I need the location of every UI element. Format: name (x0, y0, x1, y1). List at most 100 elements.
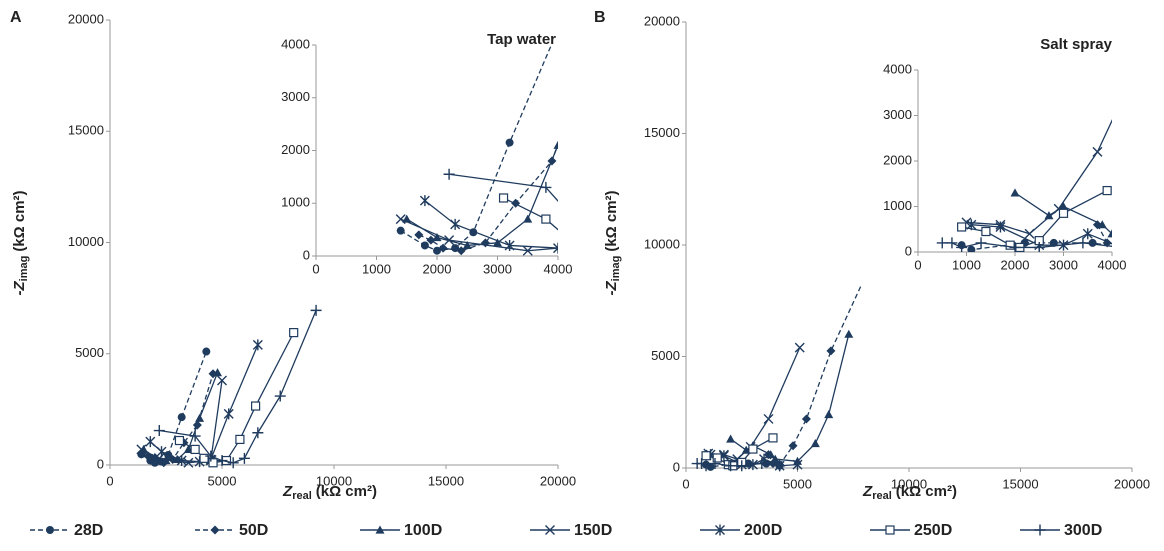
data-point (1033, 241, 1045, 252)
data-point (975, 237, 987, 249)
data-point (433, 246, 441, 255)
data-point (426, 235, 436, 245)
data-point (395, 214, 406, 225)
x-tick-label: 15000 (428, 473, 464, 488)
series-line (966, 119, 1112, 235)
x-tick-label: 2000 (1001, 257, 1030, 272)
data-point (1102, 185, 1112, 196)
data-point (177, 413, 186, 422)
y-tick-label: 0 (97, 456, 104, 471)
y-tick-label: 3000 (281, 89, 310, 104)
y-tick-label: 5000 (651, 348, 680, 363)
y-tick-label: 4000 (883, 61, 912, 76)
data-point (1146, 202, 1155, 211)
data-point (202, 347, 211, 356)
data-point (1077, 237, 1089, 249)
data-point (710, 174, 721, 185)
x-axis-label: Zreal (kΩ cm²) (862, 483, 957, 502)
data-point (712, 453, 722, 463)
y-tick-label: 2000 (883, 152, 912, 167)
data-point (154, 453, 165, 464)
legend-marker (46, 526, 54, 534)
legend-label: 200D (744, 522, 782, 539)
y-tick-label: 1000 (883, 198, 912, 213)
x-tick-label: 0 (312, 261, 319, 276)
data-point (522, 245, 533, 256)
axis-unit: (kΩ cm²) (896, 483, 957, 500)
series-line (418, 141, 558, 252)
x-tick-label: 10000 (316, 473, 352, 488)
y-tick-label: 5000 (75, 345, 104, 360)
data-point (981, 226, 991, 237)
data-point (183, 457, 194, 468)
legend-marker (545, 525, 555, 535)
y-tick-label: 10000 (68, 234, 104, 249)
legend-label: 28D (74, 522, 103, 539)
data-point (1009, 241, 1021, 252)
data-point (584, 241, 593, 250)
data-point (1107, 229, 1112, 238)
x-tick-label: 0 (914, 257, 921, 272)
x-tick-label: 3000 (1049, 257, 1078, 272)
data-point (705, 112, 713, 120)
axis-unit: (kΩ cm²) (11, 190, 28, 251)
y-tick-label: 1000 (281, 195, 310, 210)
data-point (432, 233, 442, 242)
data-point (810, 438, 820, 448)
axis-subscript: imag (610, 256, 622, 282)
panel-label: A (10, 9, 22, 26)
x-tick-label: 3000 (483, 261, 512, 276)
x-tick-label: 1000 (362, 261, 391, 276)
x-tick-label: 1000 (952, 257, 981, 272)
data-point (274, 390, 286, 402)
plot-inset (395, 45, 781, 256)
data-point (590, 247, 598, 255)
data-point (174, 435, 185, 446)
data-point (766, 450, 776, 459)
data-point (726, 434, 736, 443)
data-point (566, 236, 574, 244)
data-point (584, 237, 593, 248)
data-point (770, 87, 781, 98)
data-point (505, 138, 514, 147)
data-point (792, 459, 803, 471)
x-tick-label: 4000 (1098, 257, 1127, 272)
legend-marker (885, 525, 895, 535)
axis-subscript: real (292, 490, 312, 502)
x-tick-label: 5000 (208, 473, 237, 488)
data-point (1156, 234, 1164, 242)
x-tick-label: 2000 (423, 261, 452, 276)
y-tick-label: 20000 (644, 13, 680, 28)
legend-label: 50D (239, 522, 268, 539)
data-point (1059, 202, 1068, 211)
data-point (199, 453, 209, 463)
data-point (195, 413, 205, 422)
data-point (419, 195, 430, 207)
axis-symbol: Z (862, 483, 873, 500)
data-point (696, 458, 708, 470)
data-point (443, 168, 455, 180)
data-point (176, 455, 187, 467)
data-point (504, 239, 515, 251)
data-point (238, 452, 250, 464)
data-point (1092, 146, 1103, 157)
y-tick-label: 0 (905, 243, 912, 258)
data-point (252, 339, 263, 351)
axis-symbol: -Z (603, 281, 620, 296)
data-point (223, 408, 234, 420)
data-point (153, 425, 165, 437)
x-tick-label: 20000 (540, 473, 576, 488)
panel-label: B (594, 9, 606, 26)
plot-main (136, 304, 322, 469)
data-point (310, 304, 322, 316)
data-point (251, 401, 261, 411)
data-point (553, 140, 558, 149)
data-point (205, 450, 217, 462)
data-point (216, 455, 228, 467)
data-point (1082, 228, 1093, 240)
data-point (700, 460, 712, 472)
x-tick-label: 0 (106, 473, 113, 488)
legend-marker (375, 525, 385, 534)
data-point (826, 346, 836, 356)
